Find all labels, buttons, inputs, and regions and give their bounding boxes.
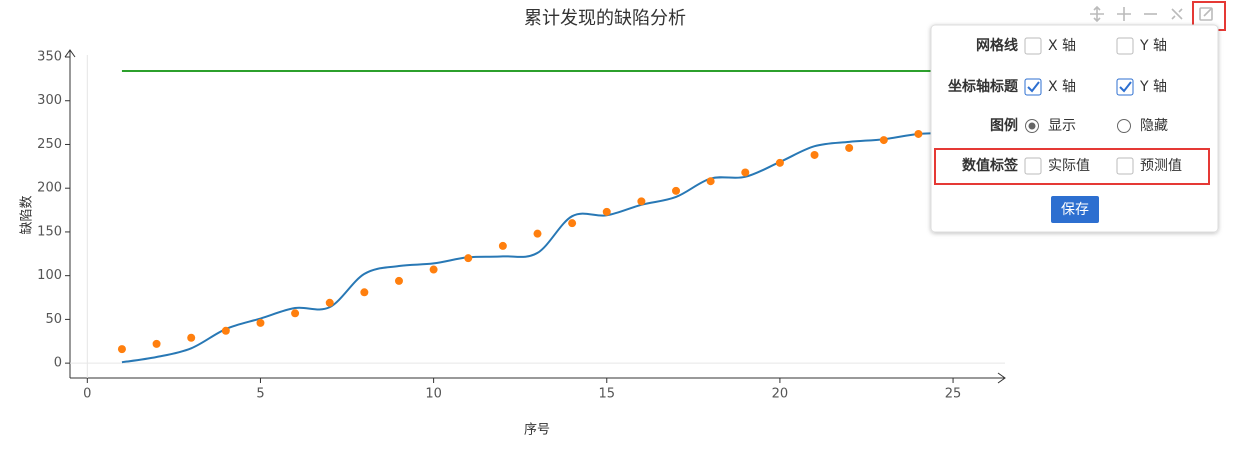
zoom-in-icon[interactable] xyxy=(1117,7,1131,21)
radio-button[interactable] xyxy=(1117,119,1131,133)
checkmark xyxy=(1027,81,1040,93)
y-tick-label: 350 xyxy=(37,49,62,64)
x-tick-label: 5 xyxy=(256,387,264,402)
checkbox[interactable] xyxy=(1116,37,1134,55)
setting-label: 图例 xyxy=(990,117,1018,134)
scatter-point xyxy=(221,326,230,335)
y-axis xyxy=(64,49,76,378)
x-axis-title: 序号 xyxy=(524,423,550,438)
scatter-point xyxy=(152,339,161,348)
y-axis-title: 缺陷数 xyxy=(20,195,35,234)
option-label[interactable]: 预测值 xyxy=(1140,158,1182,174)
option-label[interactable]: X 轴 xyxy=(1048,38,1076,54)
scatter-point xyxy=(845,143,854,152)
save-button[interactable] xyxy=(1051,196,1099,223)
move-icon[interactable] xyxy=(1090,5,1104,23)
scatter-point xyxy=(672,186,681,195)
checkmark xyxy=(1119,81,1132,93)
checkbox[interactable] xyxy=(1024,37,1042,55)
y-tick-label: 300 xyxy=(37,93,62,108)
radio-dot xyxy=(1028,122,1036,130)
x-tick-label: 0 xyxy=(83,387,91,402)
checkbox[interactable] xyxy=(1024,157,1042,175)
chart: 累计发现的缺陷分析 序号 缺陷数 0 50 100 150 200 250 300 350 0 5… xyxy=(20,8,1006,438)
scatter-point xyxy=(810,150,819,159)
setting-label: 坐标轴标题 xyxy=(948,78,1019,95)
scatter-point xyxy=(464,254,473,263)
scatter-point xyxy=(533,229,542,238)
chart-title: 累计发现的缺陷分析 xyxy=(524,8,686,29)
y-tick-label: 250 xyxy=(37,137,62,152)
panel-background xyxy=(930,24,1219,233)
scatter-point xyxy=(498,241,507,250)
option-label[interactable]: 实际值 xyxy=(1048,158,1090,174)
highlight-box xyxy=(934,148,1210,185)
line-series xyxy=(121,132,954,364)
scatter-point xyxy=(879,136,888,145)
settings-icon[interactable] xyxy=(1199,7,1213,21)
setting-label: 数值标签 xyxy=(962,157,1019,174)
setting-label: 网格线 xyxy=(976,37,1018,54)
checkbox[interactable] xyxy=(1116,157,1134,175)
scatter-point xyxy=(291,309,300,318)
scatter-point xyxy=(187,333,196,342)
x-tick-label: 20 xyxy=(772,387,789,402)
x-axis xyxy=(70,372,1006,384)
y-tick-label: 100 xyxy=(37,268,62,283)
x-tick-label: 25 xyxy=(945,387,962,402)
x-tick-label: 10 xyxy=(425,387,442,402)
scatter-point xyxy=(914,129,923,138)
scatter-point xyxy=(568,219,577,228)
y-tick-label: 200 xyxy=(37,181,62,196)
scatter-point xyxy=(360,288,369,297)
option-label[interactable]: Y 轴 xyxy=(1139,38,1167,54)
save-button-label[interactable]: 保存 xyxy=(1061,202,1089,218)
scatter-point xyxy=(637,197,646,206)
scatter-point xyxy=(117,345,126,354)
scatter-point xyxy=(741,168,750,177)
x-tick-label: 15 xyxy=(598,387,615,402)
scatter-point xyxy=(602,207,611,216)
scatter-point xyxy=(394,276,403,285)
option-label[interactable]: 隐藏 xyxy=(1140,118,1168,134)
scatter-point xyxy=(429,265,438,274)
checkbox[interactable] xyxy=(1116,78,1134,96)
option-label[interactable]: Y 轴 xyxy=(1139,79,1167,95)
reset-icon[interactable] xyxy=(1171,8,1183,20)
scatter-point xyxy=(775,158,784,167)
scatter-point xyxy=(325,298,334,307)
option-label[interactable]: 显示 xyxy=(1048,118,1076,134)
y-tick-label: 0 xyxy=(54,356,62,371)
option-label[interactable]: X 轴 xyxy=(1048,79,1076,95)
scatter-point xyxy=(256,318,265,327)
scatter-point xyxy=(706,177,715,186)
y-tick-label: 50 xyxy=(45,312,62,327)
y-tick-label: 150 xyxy=(37,224,62,239)
checkbox[interactable] xyxy=(1024,78,1042,96)
